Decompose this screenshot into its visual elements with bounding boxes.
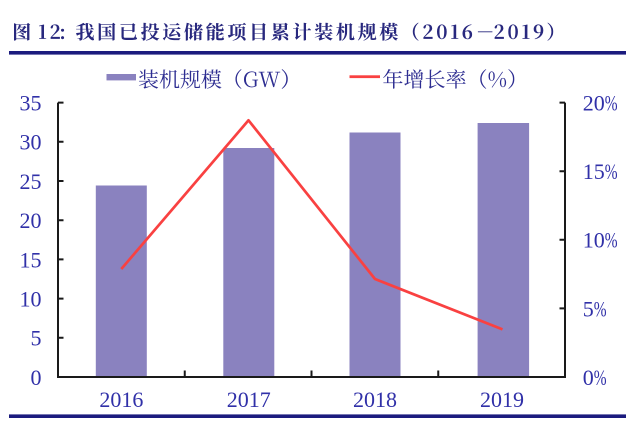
svg-text:15: 15: [20, 247, 42, 272]
svg-text:2018: 2018: [353, 387, 397, 412]
svg-text:0: 0: [31, 365, 42, 390]
svg-text:30: 30: [20, 130, 42, 155]
svg-text:%: %: [605, 92, 618, 116]
svg-text:%: %: [605, 229, 618, 253]
svg-text:35: 35: [20, 91, 42, 116]
svg-text:15: 15: [583, 159, 605, 184]
svg-text:%: %: [594, 366, 607, 390]
svg-text:5: 5: [583, 296, 594, 321]
svg-text:10: 10: [20, 287, 42, 312]
svg-text:20: 20: [20, 208, 42, 233]
svg-text:%: %: [605, 161, 618, 185]
svg-text:0: 0: [583, 365, 594, 390]
svg-text:2016: 2016: [99, 387, 143, 412]
svg-text:25: 25: [20, 169, 42, 194]
svg-text:%: %: [594, 298, 607, 322]
svg-text:20: 20: [583, 91, 605, 116]
svg-text:2019: 2019: [480, 387, 524, 412]
svg-text:10: 10: [583, 228, 605, 253]
svg-text:2017: 2017: [227, 387, 271, 412]
svg-text:5: 5: [31, 326, 42, 351]
